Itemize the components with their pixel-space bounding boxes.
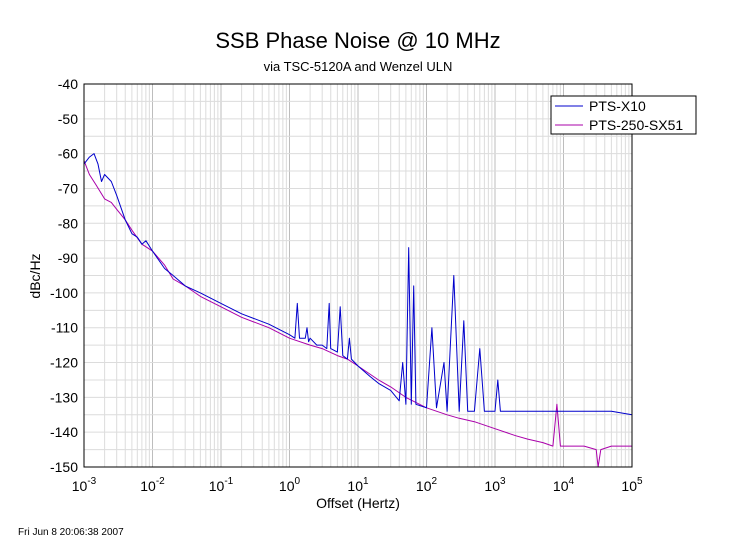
legend-box xyxy=(550,95,697,135)
y-tick-label: -110 xyxy=(51,320,78,336)
x-axis-ticks: 10-3 10-2 10-1 100 101 102 103 104 105 xyxy=(72,476,643,494)
x-tick-label: 102 xyxy=(416,476,438,494)
x-tick-label: 104 xyxy=(553,476,575,494)
legend: PTS-X10 PTS-250-SX51 xyxy=(550,95,697,135)
x-axis-label: Offset (Hertz) xyxy=(316,495,400,511)
chart-subtitle: via TSC-5120A and Wenzel ULN xyxy=(264,59,453,74)
plot-frame xyxy=(83,83,633,468)
y-tick-label: -50 xyxy=(58,111,78,127)
y-tick-label: -80 xyxy=(58,215,78,231)
y-tick-label: -40 xyxy=(58,76,78,92)
x-tick-label: 101 xyxy=(347,476,369,494)
y-tick-label: -140 xyxy=(50,424,78,440)
y-axis-ticks: -40 -50 -60 -70 -80 -90 -100 -110 -120 -130 -140 -1… xyxy=(50,76,78,475)
y-tick-label: -60 xyxy=(58,146,78,162)
series-line-pts-250-sx51 xyxy=(83,160,632,468)
timestamp-footer: Fri Jun 8 20:06:38 2007 xyxy=(18,527,124,538)
y-tick-label: -70 xyxy=(58,180,78,196)
legend-label-pts-x10: PTS-X10 xyxy=(589,98,646,114)
x-tick-label: 10-1 xyxy=(209,476,234,494)
x-tick-label: 10-3 xyxy=(72,476,97,494)
y-tick-label: -150 xyxy=(50,459,78,475)
y-tick-label: -90 xyxy=(58,250,78,266)
x-tick-label: 100 xyxy=(279,476,301,494)
legend-label-pts-250-sx51: PTS-250-SX51 xyxy=(589,117,683,133)
y-tick-label: -120 xyxy=(50,355,78,371)
y-axis-label: dBc/Hz xyxy=(27,253,43,298)
x-tick-label: 10-2 xyxy=(140,476,165,494)
chart-title: SSB Phase Noise @ 10 MHz xyxy=(215,28,500,53)
x-tick-label: 105 xyxy=(621,476,643,494)
y-tick-label: -100 xyxy=(50,285,78,301)
series-group xyxy=(83,153,633,468)
y-tick-label: -130 xyxy=(50,389,78,405)
x-tick-label: 103 xyxy=(484,476,506,494)
series-line-pts-x10 xyxy=(83,153,633,416)
